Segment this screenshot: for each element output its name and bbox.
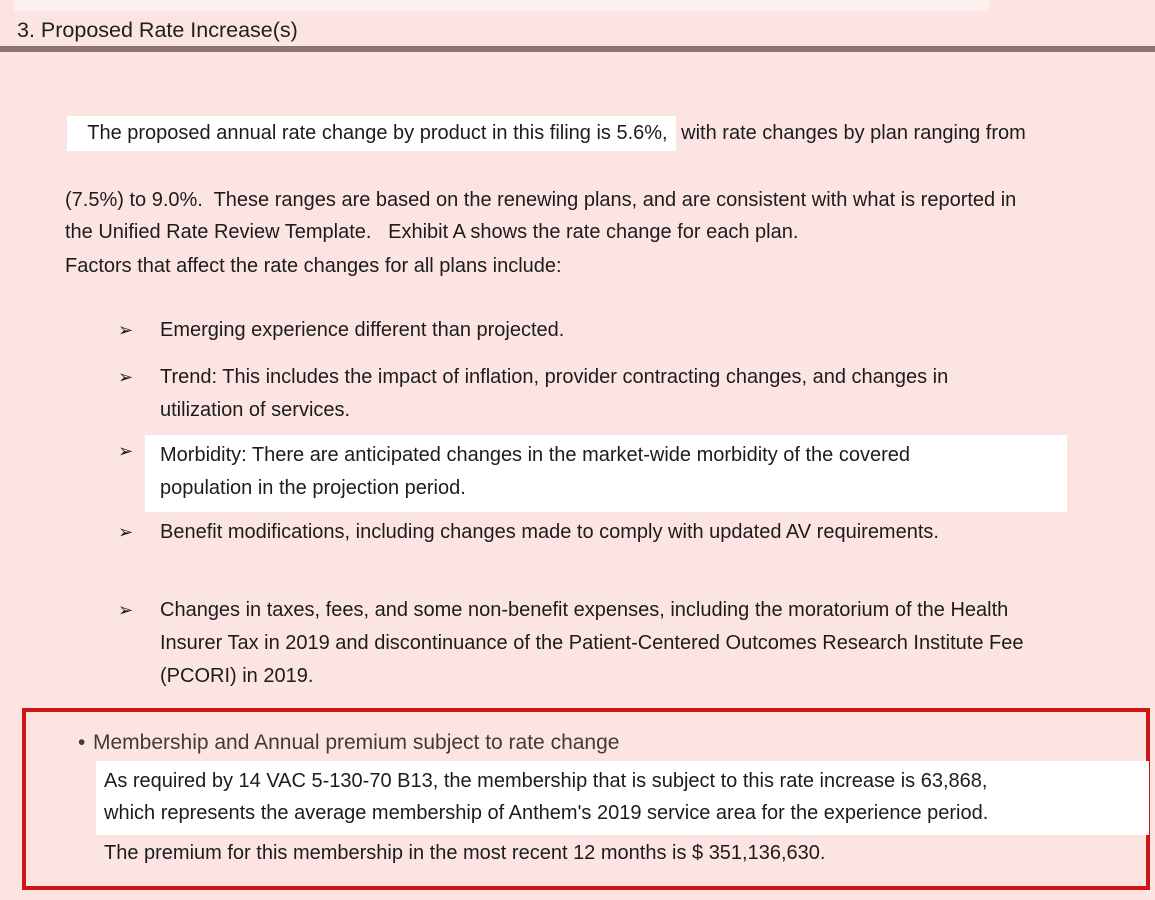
list-item-text: Changes in taxes, fees, and some non-ben…: [160, 594, 1023, 693]
dot-bullet-icon: •: [78, 731, 86, 754]
bullet-line: Benefit modifications, including changes…: [160, 521, 939, 543]
list-item: ➢ Emerging experience different than pro…: [118, 314, 1155, 347]
arrow-bullet-icon: ➢: [118, 441, 134, 461]
arrow-bullet-icon: ➢: [118, 522, 134, 542]
list-item-text-highlighted: Morbidity: There are anticipated changes…: [145, 435, 1067, 512]
list-item-highlighted: ➢ Morbidity: There are anticipated chang…: [118, 435, 1155, 512]
membership-line: As required by 14 VAC 5-130-70 B13, the …: [104, 770, 988, 792]
membership-callout-box: • Membership and Annual premium subject …: [22, 708, 1150, 890]
factors-heading: Factors that affect the rate changes for…: [65, 255, 562, 277]
bullet-line: Insurer Tax in 2019 and discontinuance o…: [160, 632, 1024, 654]
list-item-text: Trend: This includes the impact of infla…: [160, 361, 948, 427]
arrow-bullet-icon: ➢: [118, 600, 134, 620]
bullet-line: population in the projection period.: [160, 477, 466, 499]
membership-line: which represents the average membership …: [104, 802, 989, 824]
bullet-line: Morbidity: There are anticipated changes…: [160, 444, 911, 466]
intro-line-2: (7.5%) to 9.0%. These ranges are based o…: [65, 188, 1017, 211]
section-title: 3. Proposed Rate Increase(s): [17, 18, 298, 42]
membership-closing-line: The premium for this membership in the m…: [104, 842, 826, 864]
bullet-line: utilization of services.: [160, 399, 351, 421]
bullet-line: (PCORI) in 2019.: [160, 665, 314, 687]
membership-highlighted-text: As required by 14 VAC 5-130-70 B13, the …: [96, 761, 1149, 835]
list-item: ➢ Benefit modifications, including chang…: [118, 516, 1155, 549]
membership-heading-text: Membership and Annual premium subject to…: [93, 731, 620, 754]
title-underline-rule: [0, 46, 1155, 52]
list-item-text: Emerging experience different than proje…: [160, 314, 564, 347]
list-item: ➢ Trend: This includes the impact of inf…: [118, 361, 1155, 427]
membership-heading: • Membership and Annual premium subject …: [78, 730, 1146, 756]
intro-paragraph: The proposed annual rate change by produ…: [0, 83, 1155, 249]
intro-line-3: the Unified Rate Review Template. Exhibi…: [65, 221, 799, 243]
arrow-bullet-icon: ➢: [118, 367, 134, 387]
list-item-text: Benefit modifications, including changes…: [160, 516, 939, 549]
bullet-line: Emerging experience different than proje…: [160, 319, 565, 341]
list-item: ➢ Changes in taxes, fees, and some non-b…: [118, 594, 1155, 693]
arrow-bullet-icon: ➢: [118, 320, 134, 340]
bullet-line: Changes in taxes, fees, and some non-ben…: [160, 599, 1009, 621]
bullet-line: Trend: This includes the impact of infla…: [160, 366, 949, 388]
intro-line-1: The proposed annual rate change by produ…: [0, 83, 1155, 184]
factors-list: ➢ Emerging experience different than pro…: [118, 314, 1155, 693]
intro-line-1-rest: with rate changes by plan ranging from: [675, 121, 1026, 144]
highlighted-text: The proposed annual rate change by produ…: [67, 115, 676, 151]
top-highlight-strip: [14, 0, 989, 11]
